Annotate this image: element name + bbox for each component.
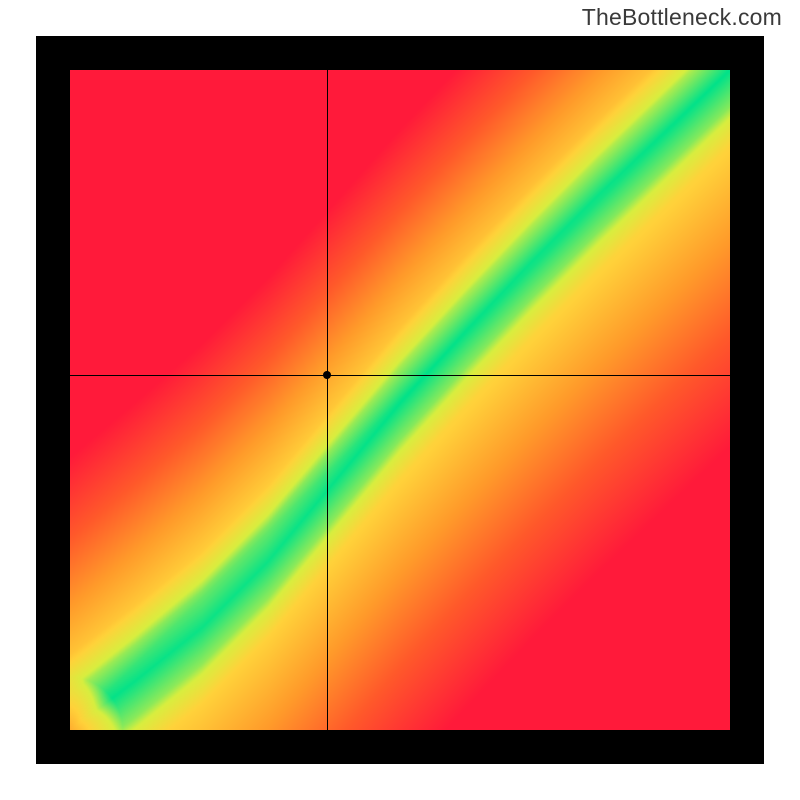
heatmap-plot-area [70, 70, 730, 730]
crosshair-vertical [327, 70, 328, 730]
crosshair-horizontal [70, 375, 730, 376]
heatmap-canvas [70, 70, 730, 730]
chart-frame [36, 36, 764, 764]
crosshair-point [323, 371, 331, 379]
watermark-text: TheBottleneck.com [582, 4, 782, 31]
